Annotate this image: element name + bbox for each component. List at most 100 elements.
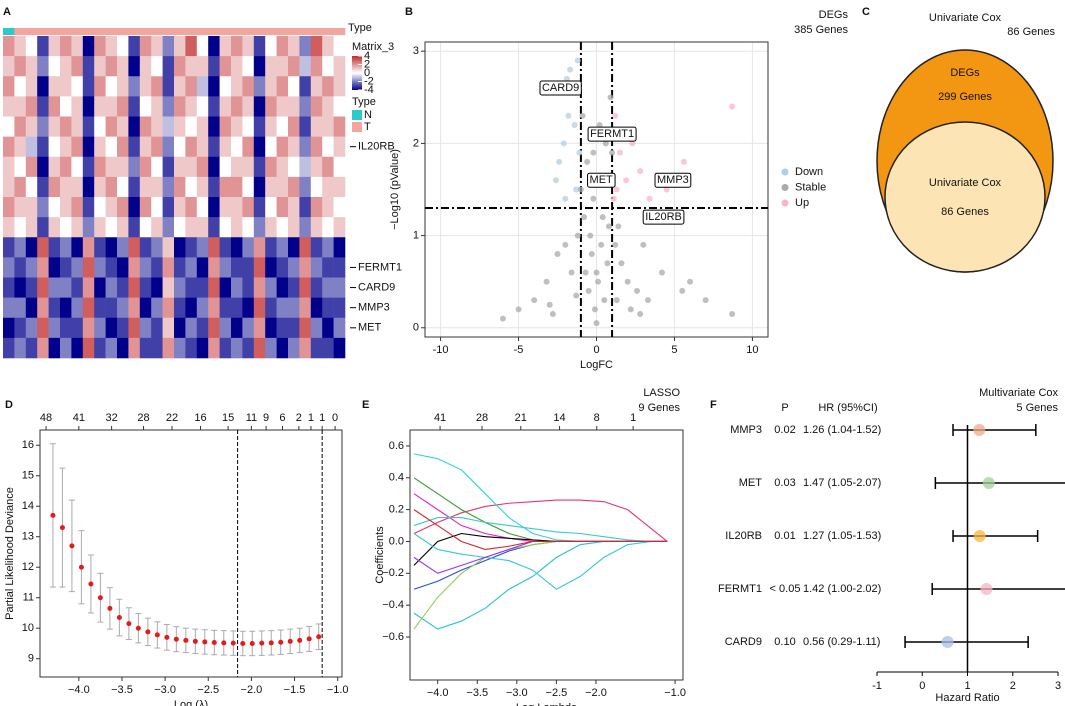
- point: [573, 292, 580, 299]
- heatmap-cell: [14, 36, 27, 57]
- heatmap-cell: [310, 96, 323, 117]
- point: [183, 637, 189, 643]
- heatmap-cell: [128, 317, 141, 339]
- heatmap-cell: [117, 176, 129, 198]
- heatmap-cell: [196, 36, 209, 57]
- legend-marker: [781, 168, 789, 176]
- heatmap-cell: [14, 317, 27, 339]
- heatmap-cell: [333, 297, 346, 319]
- heatmap-cell: [322, 217, 334, 238]
- y-tick-label: 0: [413, 322, 419, 334]
- chart-title: Univariate Cox: [929, 12, 1002, 24]
- heatmap-cell: [60, 317, 72, 339]
- heatmap-cell: [151, 56, 163, 77]
- point: [515, 306, 522, 313]
- heatmap-cell: [162, 337, 175, 359]
- venn-set: [884, 121, 1046, 273]
- point: [579, 112, 586, 119]
- coefficient-line: [413, 533, 668, 590]
- point: [629, 140, 636, 147]
- heatmap-cell: [333, 217, 346, 238]
- p-value: 0.10: [774, 636, 795, 648]
- heatmap-cell: [105, 96, 118, 117]
- heatmap-cell: [117, 56, 129, 77]
- p-value: < 0.05: [770, 583, 801, 595]
- heatmap-cell: [14, 337, 27, 359]
- type-cell: [208, 28, 220, 35]
- heatmap-cell: [117, 156, 129, 178]
- heatmap-cell: [82, 156, 95, 178]
- point: [680, 158, 687, 165]
- heatmap-cell: [242, 237, 255, 258]
- y-tick-label: 15: [22, 470, 34, 482]
- heatmap-cell: [208, 176, 220, 198]
- point: [612, 112, 619, 119]
- y-tick-label: −0.2: [382, 567, 404, 579]
- heatmap-cell: [288, 217, 300, 238]
- heatmap-cell: [37, 96, 49, 117]
- heatmap-cell: [231, 197, 243, 218]
- annotation-box: [587, 126, 637, 142]
- p-value: 0.01: [774, 530, 795, 542]
- type-cell: [185, 28, 198, 35]
- y-tick-label: 0.6: [389, 440, 404, 452]
- heatmap-cell: [208, 257, 220, 278]
- heatmap-cell: [219, 337, 232, 359]
- point: [590, 195, 597, 202]
- heatmap-cell: [151, 337, 163, 359]
- top-tick-label: 15: [222, 412, 234, 424]
- heatmap-cell: [231, 237, 243, 258]
- heatmap-cell: [185, 176, 198, 198]
- heatmap-cell: [231, 76, 243, 97]
- heatmap-cell: [322, 257, 334, 278]
- annotation-label: MMP3: [657, 174, 689, 186]
- point: [88, 581, 94, 587]
- point: [571, 121, 578, 128]
- heatmap-cell: [231, 337, 243, 359]
- type-cell: [322, 28, 334, 35]
- heatmap-cell: [162, 36, 175, 57]
- point: [164, 634, 170, 640]
- heatmap-cell: [333, 257, 346, 278]
- x-tick-label: −3.0: [154, 684, 176, 696]
- heatmap-cell: [310, 297, 323, 319]
- x-tick-label: −2.5: [197, 684, 219, 696]
- heatmap-cell: [3, 317, 15, 339]
- heatmap-cell: [139, 217, 152, 238]
- point: [556, 158, 563, 165]
- heatmap-cell: [196, 197, 209, 218]
- heatmap-cell: [14, 297, 27, 319]
- coefficient-line: [413, 453, 668, 543]
- heatmap-cell: [128, 156, 141, 178]
- heatmap-cell: [265, 116, 277, 137]
- heatmap-cell: [322, 197, 334, 218]
- heatmap-cell: [185, 96, 198, 117]
- heatmap-cell: [265, 317, 277, 339]
- heatmap-cell: [48, 136, 61, 158]
- heatmap-cell: [105, 257, 118, 278]
- heatmap-cell: [117, 237, 129, 258]
- heatmap-cell: [299, 96, 312, 117]
- heatmap-cell: [231, 317, 243, 339]
- heatmap-cell: [82, 297, 95, 319]
- y-tick-label: 9: [28, 653, 34, 665]
- point: [607, 94, 614, 101]
- point: [562, 241, 569, 248]
- coefficient-line: [413, 517, 668, 543]
- heatmap-cell: [3, 176, 15, 198]
- type-title: Type: [348, 22, 372, 34]
- point: [297, 637, 303, 643]
- heatmap-cell: [231, 217, 243, 238]
- heatmap-cell: [94, 197, 106, 218]
- heatmap-cell: [94, 217, 106, 238]
- heatmap-cell: [242, 257, 255, 278]
- heatmap-cell: [37, 257, 49, 278]
- heatmap-cell: [276, 76, 289, 97]
- heatmap-cell: [3, 337, 15, 359]
- heatmap-cell: [299, 176, 312, 198]
- legend-title: Matrix_3: [352, 41, 394, 53]
- chart-title: DEGs: [819, 9, 849, 21]
- heatmap-cell: [14, 76, 27, 97]
- heatmap-cell: [128, 217, 141, 238]
- heatmap-cell: [3, 297, 15, 319]
